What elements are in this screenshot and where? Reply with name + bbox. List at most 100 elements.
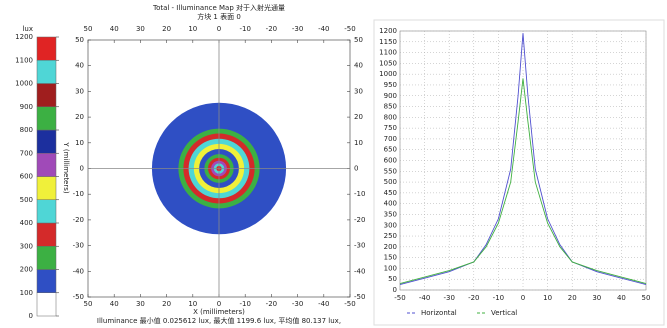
map-subtitle: 方块 1 表面 0 [197, 12, 241, 21]
colorbar-label: lux [22, 25, 33, 33]
y-tick-label: 800 [384, 113, 397, 121]
colorbar-tick-label: 1100 [15, 56, 33, 64]
x-tick-label-bottom: 50 [84, 300, 93, 308]
y-tick-label-left: -50 [73, 293, 84, 301]
x-tick-label-bottom: -40 [318, 300, 329, 308]
legend-label: Vertical [491, 309, 517, 317]
x-tick-label: 40 [617, 294, 626, 302]
y-tick-label-right: 0 [354, 165, 358, 173]
y-tick-label: 50 [388, 275, 397, 283]
y-tick-label-left: -20 [73, 216, 84, 224]
x-tick-label-bottom: 30 [136, 300, 145, 308]
y-tick-label: 450 [384, 189, 397, 197]
y-tick-label: 250 [384, 232, 397, 240]
x-tick-label-top: -20 [266, 25, 277, 33]
colorbar-segment [36, 269, 57, 293]
y-tick-label-right: 10 [354, 139, 363, 147]
series-line [399, 78, 647, 284]
y-tick-label: 150 [384, 254, 397, 262]
colorbar-tick-label: 700 [20, 149, 33, 157]
y-tick-label-left: 30 [75, 87, 84, 95]
y-tick-label-left: 0 [80, 165, 84, 173]
y-tick-label: 1200 [379, 27, 397, 35]
y-tick-label: 850 [384, 103, 397, 111]
colorbar-tick-label: 0 [29, 312, 33, 320]
colorbar-segment [36, 222, 57, 247]
y-tick-label-right: 30 [354, 87, 363, 95]
y-tick-label: 200 [384, 243, 397, 251]
legend-label: Horizontal [421, 309, 457, 317]
y-tick-label: 350 [384, 210, 397, 218]
y-tick-label-left: -30 [73, 242, 84, 250]
y-tick-label: 550 [384, 167, 397, 175]
x-tick-label: -40 [419, 294, 430, 302]
y-tick-label: 1100 [379, 49, 397, 57]
colorbar-segment [36, 60, 57, 84]
colorbar-segment [36, 36, 57, 61]
y-tick-label: 1150 [379, 38, 397, 46]
y-tick-label-left: 40 [75, 62, 84, 70]
map-title: Total - Illuminance Map 对于入射光通量 [152, 3, 285, 12]
y-tick-label-right: 40 [354, 62, 363, 70]
colorbar-tick-label: 400 [20, 219, 33, 227]
x-tick-label: 50 [642, 294, 651, 302]
y-tick-label: 500 [384, 178, 397, 186]
x-tick-label-bottom: -20 [266, 300, 277, 308]
y-tick-label-right: -30 [354, 242, 365, 250]
y-tick-label: 400 [384, 200, 397, 208]
y-tick-label: 950 [384, 81, 397, 89]
colorbar-tick-label: 500 [20, 196, 33, 204]
colorbar-segment [36, 176, 57, 200]
x-tick-label: 30 [592, 294, 601, 302]
x-tick-label-top: -10 [239, 25, 250, 33]
colorbar-segment [36, 199, 57, 224]
x-tick-label: 10 [543, 294, 552, 302]
y-tick-label-left: -10 [73, 190, 84, 198]
y-tick-label: 1000 [379, 70, 397, 78]
x-tick-label-top: -50 [344, 25, 355, 33]
colorbar-tick-label: 300 [20, 242, 33, 250]
colorbar-tick-label: 200 [20, 266, 33, 274]
x-tick-label: -30 [443, 294, 454, 302]
x-tick-label-bottom: -10 [239, 300, 250, 308]
y-tick-label-right: 20 [354, 113, 363, 121]
y-tick-label: 600 [384, 157, 397, 165]
y-tick-label-left: -40 [73, 267, 84, 275]
colorbar-tick-label: 100 [20, 289, 33, 297]
colorbar-segment [36, 129, 57, 154]
summary-text: Illuminance 最小值 0.025612 lux, 最大值 1199.6… [97, 316, 341, 325]
x-tick-label: -50 [394, 294, 405, 302]
y-tick-label-left: 50 [75, 36, 84, 44]
y-tick-label-right: -20 [354, 216, 365, 224]
y-axis-label: Y (millimeters) [62, 141, 70, 194]
colorbar-segment [36, 246, 57, 270]
y-tick-label-right: -50 [354, 293, 365, 301]
y-tick-label: 100 [384, 264, 397, 272]
y-tick-label: 300 [384, 221, 397, 229]
y-tick-label-right: 50 [354, 36, 363, 44]
colorbar-tick-label: 1000 [15, 80, 33, 88]
colorbar-segment [36, 83, 57, 107]
y-tick-label: 700 [384, 135, 397, 143]
x-tick-label: -20 [468, 294, 479, 302]
colorbar-tick-label: 1200 [15, 33, 33, 41]
y-tick-label: 1050 [379, 59, 397, 67]
colorbar-tick-label: 600 [20, 173, 33, 181]
y-tick-label: 750 [384, 124, 397, 132]
x-tick-label-bottom: 0 [217, 300, 221, 308]
x-tick-label-top: -30 [292, 25, 303, 33]
y-tick-label-left: 10 [75, 139, 84, 147]
x-tick-label-bottom: 10 [188, 300, 197, 308]
colorbar-segment [36, 292, 57, 317]
colorbar-segment [36, 153, 57, 177]
colorbar-tick-label: 800 [20, 126, 33, 134]
x-tick-label: -10 [493, 294, 504, 302]
x-tick-label-top: 10 [188, 25, 197, 33]
x-tick-label-bottom: 20 [162, 300, 171, 308]
x-tick-label-top: 20 [162, 25, 171, 33]
x-tick-label-bottom: 40 [110, 300, 119, 308]
x-tick-label-bottom: -30 [292, 300, 303, 308]
x-tick-label: 20 [568, 294, 577, 302]
y-tick-label-left: 20 [75, 113, 84, 121]
